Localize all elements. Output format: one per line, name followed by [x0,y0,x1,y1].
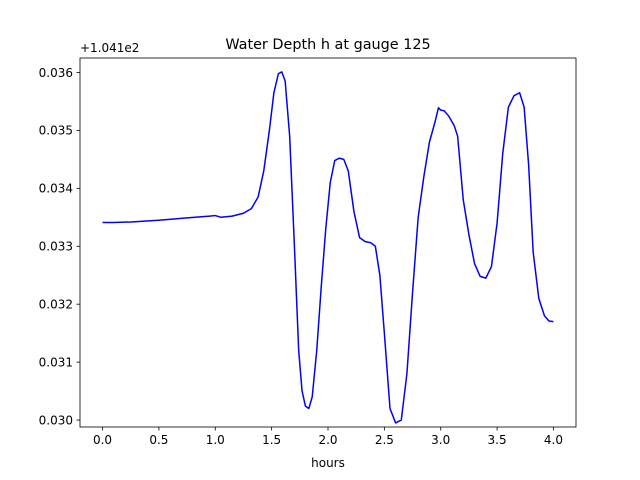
y-tick-label: 0.033 [39,240,73,254]
x-tick-label: 0.0 [93,433,112,447]
y-axis: 0.030 0.031 0.032 0.033 0.034 0.035 0.036 [39,66,80,427]
x-axis: 0.0 0.5 1.0 1.5 2.0 2.5 3.0 3.5 4.0 [93,427,563,447]
y-tick-label: 0.031 [39,355,73,369]
plot-area [79,57,577,428]
chart-title: Water Depth h at gauge 125 [225,37,430,53]
y-tick-label: 0.036 [39,66,73,80]
x-tick-label: 1.0 [206,433,225,447]
series-line-0 [102,71,554,424]
x-tick-label: 4.0 [544,433,563,447]
x-tick-label: 0.5 [149,433,168,447]
x-tick-label: 2.5 [375,433,394,447]
x-tick-label: 2.0 [318,433,337,447]
y-tick-label: 0.032 [39,297,73,311]
x-axis-label: hours [311,456,345,470]
x-tick-label: 3.5 [488,433,507,447]
y-tick-label: 0.035 [39,124,73,138]
x-tick-label: 1.5 [262,433,281,447]
y-tick-label: 0.034 [39,182,73,196]
x-tick-label: 3.0 [431,433,450,447]
y-offset-label: +1.041e2 [80,41,139,55]
y-tick-label: 0.030 [39,413,73,427]
plot-background [80,58,576,427]
